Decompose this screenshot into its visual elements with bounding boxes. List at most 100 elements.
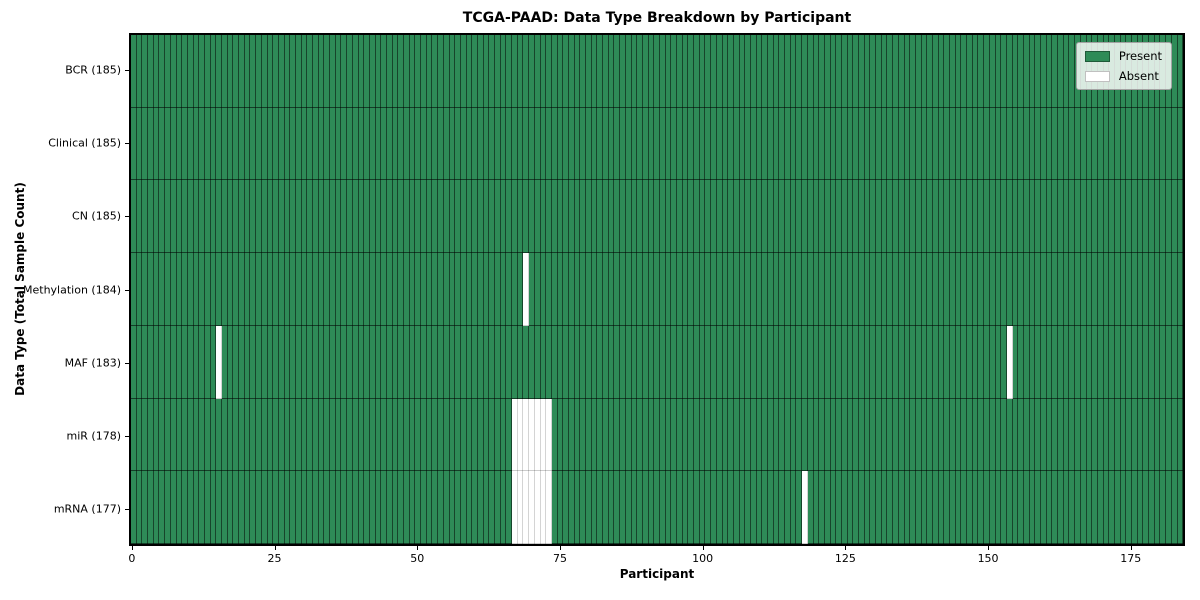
heatmap-cell-present bbox=[950, 35, 956, 108]
heatmap-cell-present bbox=[148, 35, 154, 108]
heatmap-cell-present bbox=[841, 325, 848, 399]
heatmap-cell-present bbox=[341, 471, 348, 545]
heatmap-cell-present bbox=[1103, 471, 1110, 545]
heatmap-cell-present bbox=[284, 325, 291, 399]
heatmap-cell-present bbox=[625, 398, 632, 472]
heatmap-cell-present bbox=[1103, 180, 1110, 254]
heatmap-cell-present bbox=[779, 107, 786, 181]
heatmap-cell-present bbox=[944, 398, 950, 472]
heatmap-cell-present bbox=[438, 107, 444, 181]
heatmap-cell-present bbox=[375, 398, 382, 472]
heatmap-cell-present bbox=[415, 325, 422, 399]
heatmap-cell-present bbox=[967, 35, 973, 108]
heatmap-cell-present bbox=[222, 35, 228, 108]
heatmap-cell-present bbox=[136, 398, 143, 472]
x-tick-label: 50 bbox=[410, 552, 425, 565]
heatmap-cell-present bbox=[244, 180, 251, 254]
heatmap-cell-present bbox=[802, 107, 808, 181]
heatmap-cell-present bbox=[978, 471, 985, 545]
heatmap-cell-present bbox=[1120, 107, 1127, 181]
heatmap-cell-present bbox=[1029, 107, 1036, 181]
heatmap-cell-present bbox=[580, 180, 586, 254]
heatmap-cell-present bbox=[1171, 253, 1178, 326]
heatmap-cell-present bbox=[386, 398, 393, 472]
heatmap-cell-present bbox=[779, 253, 786, 326]
heatmap-cell-present bbox=[335, 107, 342, 181]
heatmap-cell-present bbox=[369, 398, 376, 472]
heatmap-cell-present bbox=[398, 471, 404, 545]
heatmap-cell-present bbox=[910, 471, 916, 545]
heatmap-cell-present bbox=[813, 35, 820, 108]
heatmap-cell-present bbox=[415, 398, 422, 472]
heatmap-cell-present bbox=[853, 471, 859, 545]
heatmap-cell-present bbox=[716, 180, 723, 254]
heatmap-cell-present bbox=[921, 253, 928, 326]
heatmap-cell-present bbox=[381, 253, 387, 326]
heatmap-cell-present bbox=[642, 471, 649, 545]
heatmap-cell-present bbox=[432, 107, 439, 181]
heatmap-cell-present bbox=[193, 107, 200, 181]
heatmap-cell-present bbox=[227, 35, 234, 108]
heatmap-cell-present bbox=[574, 180, 581, 254]
heatmap-cell-present bbox=[728, 253, 734, 326]
heatmap-cell-present bbox=[836, 471, 842, 545]
heatmap-cell-present bbox=[273, 35, 279, 108]
heatmap-cell-present bbox=[449, 398, 456, 472]
heatmap-cell-present bbox=[568, 35, 575, 108]
heatmap-cell-present bbox=[1137, 180, 1144, 254]
heatmap-cell-present bbox=[261, 180, 268, 254]
heatmap-cell-present bbox=[1069, 325, 1076, 399]
heatmap-cell-present bbox=[574, 107, 581, 181]
heatmap-cell-present bbox=[1160, 325, 1167, 399]
heatmap-cell-absent bbox=[1006, 325, 1013, 399]
heatmap-cell-present bbox=[563, 398, 569, 472]
heatmap-cell-present bbox=[261, 253, 268, 326]
heatmap-cell-present bbox=[1069, 253, 1076, 326]
heatmap-cell-present bbox=[375, 35, 382, 108]
heatmap-cell-present bbox=[955, 471, 962, 545]
heatmap-cell-present bbox=[324, 398, 331, 472]
heatmap-cell-present bbox=[898, 325, 905, 399]
heatmap-cell-present bbox=[295, 471, 302, 545]
heatmap-cell-present bbox=[642, 325, 649, 399]
heatmap-cell-present bbox=[347, 325, 353, 399]
heatmap-cell-present bbox=[756, 253, 763, 326]
heatmap-cell-present bbox=[529, 35, 535, 108]
heatmap-cell-present bbox=[187, 107, 194, 181]
heatmap-cell-present bbox=[659, 107, 666, 181]
heatmap-cell-present bbox=[967, 325, 973, 399]
heatmap-cell-present bbox=[466, 325, 473, 399]
heatmap-cell-present bbox=[864, 107, 871, 181]
heatmap-cell-present bbox=[1029, 471, 1036, 545]
heatmap-cell-present bbox=[904, 107, 911, 181]
heatmap-cell-present bbox=[995, 107, 1002, 181]
heatmap-cell-present bbox=[369, 35, 376, 108]
heatmap-cell-present bbox=[773, 398, 780, 472]
heatmap-cell-absent bbox=[540, 471, 547, 545]
heatmap-cell-present bbox=[819, 398, 825, 472]
heatmap-cell-present bbox=[438, 253, 444, 326]
heatmap-cell-present bbox=[853, 35, 859, 108]
heatmap-cell-present bbox=[165, 35, 171, 108]
heatmap-cell-present bbox=[762, 471, 768, 545]
heatmap-cell-present bbox=[534, 325, 541, 399]
chart-title: TCGA-PAAD: Data Type Breakdown by Partic… bbox=[462, 10, 852, 26]
heatmap-cell-present bbox=[176, 35, 183, 108]
heatmap-cell-present bbox=[762, 325, 768, 399]
heatmap-cell-present bbox=[176, 253, 183, 326]
heatmap-cell-present bbox=[1035, 253, 1041, 326]
heatmap-cell-present bbox=[813, 180, 820, 254]
heatmap-cell-present bbox=[483, 325, 490, 399]
heatmap-cell-present bbox=[290, 325, 296, 399]
heatmap-cell-present bbox=[1097, 180, 1104, 254]
legend-swatch-present-icon bbox=[1084, 50, 1110, 62]
heatmap-cell-present bbox=[790, 325, 797, 399]
heatmap-cell-present bbox=[341, 398, 348, 472]
heatmap-cell-present bbox=[870, 471, 877, 545]
heatmap-cell-present bbox=[193, 325, 200, 399]
heatmap-cell-present bbox=[637, 180, 643, 254]
heatmap-cell-present bbox=[995, 180, 1002, 254]
y-tick-mark bbox=[125, 363, 129, 364]
heatmap-cell-present bbox=[421, 107, 427, 181]
heatmap-cell-present bbox=[841, 35, 848, 108]
